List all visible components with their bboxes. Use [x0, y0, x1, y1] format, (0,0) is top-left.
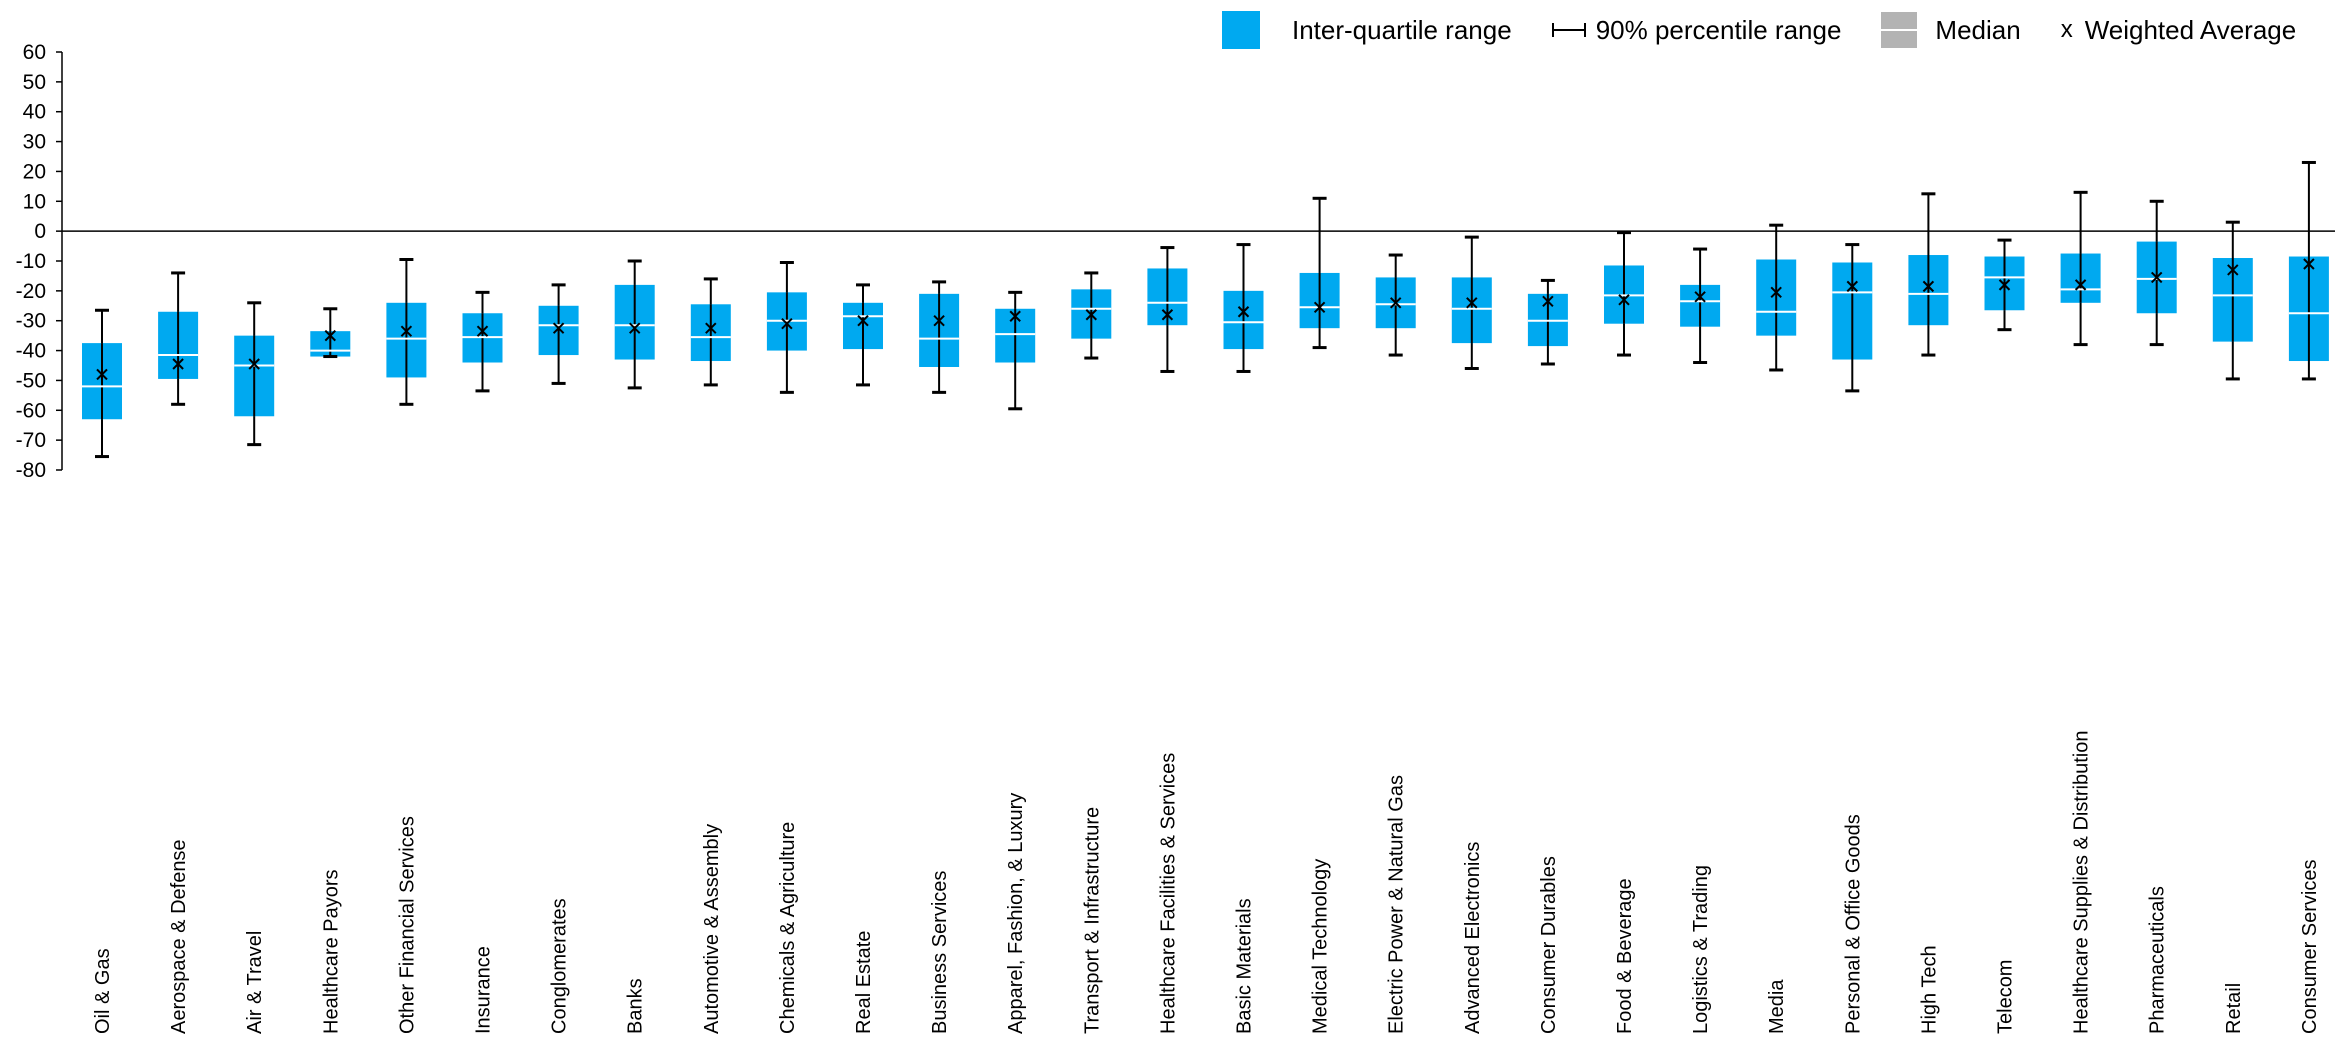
- weighted-average-marker: [1770, 286, 1782, 299]
- x-tick-label: Other Financial Services: [396, 816, 418, 1034]
- x-tick-label: Chemicals & Agriculture: [777, 822, 799, 1034]
- weighted-average-marker: [1313, 301, 1326, 313]
- x-tick-label: Aerospace & Defense: [168, 839, 190, 1034]
- legend-label-median: Median: [1935, 14, 2021, 45]
- weighted-average-marker: [628, 322, 641, 334]
- y-tick-label: -70: [16, 429, 46, 452]
- weighted-average-marker: [1846, 280, 1859, 293]
- x-tick-label: Transport & Infrastructure: [1081, 807, 1103, 1034]
- y-tick-label: -50: [16, 369, 46, 392]
- x-tick-label: Conglomerates: [549, 898, 571, 1034]
- legend-item-wavg: x Weighted Average: [2061, 15, 2297, 46]
- x-tick-label: Automotive & Assembly: [701, 824, 723, 1034]
- x-tick-label: Basic Materials: [1234, 898, 1256, 1034]
- weighted-average-marker: [172, 358, 184, 370]
- y-tick-label: 0: [34, 220, 46, 243]
- weighted-average-marker: [2150, 271, 2163, 284]
- y-tick-label: 50: [23, 71, 46, 94]
- weighted-average-marker: [1922, 280, 1935, 293]
- weighted-average-marker: [96, 368, 108, 381]
- weighted-average-marker: [324, 329, 337, 342]
- x-tick-label: Healthcare Facilities & Services: [1157, 753, 1179, 1034]
- legend-item-median: Median: [1881, 12, 2021, 48]
- weighted-average-marker: [248, 358, 260, 370]
- weighted-average-marker: [1542, 295, 1554, 308]
- x-tick-label: Healthcare Payors: [320, 869, 342, 1034]
- legend-label-p90: 90% percentile range: [1595, 14, 1842, 45]
- weighted-average-marker: [781, 317, 793, 330]
- weighted-average-marker: [552, 322, 565, 334]
- y-tick-label: -40: [16, 340, 46, 363]
- x-tick-label: Consumer Durables: [1538, 856, 1560, 1034]
- y-tick-label: 40: [23, 101, 46, 124]
- weighted-average-marker: [476, 325, 489, 337]
- weighted-average-marker: [1466, 297, 1478, 309]
- x-tick-label: Electric Power & Natural Gas: [1386, 775, 1408, 1034]
- legend-label-wavg: Weighted Average: [2084, 14, 2297, 45]
- x-tick-label: Business Services: [929, 871, 951, 1034]
- x-tick-label: Personal & Office Goods: [1842, 814, 1864, 1034]
- y-tick-label: 60: [23, 41, 46, 64]
- weighted-average-marker: [1389, 297, 1402, 309]
- weighted-average-marker: [1237, 306, 1250, 318]
- x-tick-label: High Tech: [1918, 945, 1940, 1034]
- x-tick-label: Consumer Services: [2299, 859, 2321, 1034]
- x-tick-label: Pharmaceuticals: [2147, 886, 2169, 1034]
- weighted-average-marker: [1618, 294, 1630, 306]
- weighted-average-marker: [857, 315, 869, 327]
- weighted-average-marker: [1085, 309, 1098, 321]
- x-tick-label: Oil & Gas: [92, 948, 114, 1034]
- legend-item-iqr: Inter-quartile range: [1222, 11, 1512, 49]
- x-tick-label: Insurance: [473, 946, 495, 1034]
- legend: Inter-quartile range 90% percentile rang…: [1222, 10, 2296, 50]
- y-tick-label: -20: [16, 280, 46, 303]
- weighted-average-marker: [400, 325, 413, 337]
- weighted-average-marker: [1009, 310, 1021, 322]
- whisker-range-icon: [1551, 23, 1586, 37]
- x-tick-label: Telecom: [1995, 960, 2017, 1034]
- x-tick-label: Real Estate: [853, 931, 875, 1034]
- y-tick-label: 20: [23, 160, 46, 183]
- x-tick-label: Apparel, Fashion, & Luxury: [1005, 793, 1027, 1034]
- y-tick-label: 30: [23, 131, 46, 154]
- x-tick-label: Media: [1766, 979, 1788, 1034]
- weighted-average-marker-icon: x: [2060, 16, 2073, 43]
- weighted-average-marker: [2074, 279, 2087, 291]
- x-tick-label: Retail: [2223, 983, 2245, 1034]
- y-tick-label: 10: [23, 190, 46, 213]
- weighted-average-marker: [1998, 279, 2011, 291]
- x-tick-label: Advanced Electronics: [1462, 842, 1484, 1034]
- median-swatch-icon: [1881, 12, 1918, 48]
- x-tick-label: Healthcare Supplies & Distribution: [2071, 731, 2093, 1035]
- y-tick-label: -80: [16, 459, 46, 482]
- weighted-average-marker: [933, 315, 945, 327]
- iqr-swatch-icon: [1222, 11, 1260, 49]
- weighted-average-marker: [1161, 309, 1174, 321]
- x-tick-label: Medical Technology: [1310, 859, 1332, 1034]
- y-tick-label: -10: [16, 250, 46, 273]
- x-tick-label: Air & Travel: [244, 931, 266, 1034]
- x-tick-label: Logistics & Trading: [1690, 865, 1712, 1034]
- x-tick-label: Food & Beverage: [1614, 878, 1636, 1034]
- y-tick-label: -60: [16, 399, 46, 422]
- weighted-average-marker: [1694, 291, 1706, 303]
- y-tick-label: -30: [16, 310, 46, 333]
- weighted-average-marker: [2303, 258, 2315, 270]
- weighted-average-marker: [2227, 264, 2239, 276]
- legend-item-p90: 90% percentile range: [1551, 14, 1842, 46]
- x-tick-label: Banks: [625, 978, 647, 1034]
- weighted-average-marker: [705, 322, 717, 334]
- legend-label-iqr: Inter-quartile range: [1292, 14, 1512, 45]
